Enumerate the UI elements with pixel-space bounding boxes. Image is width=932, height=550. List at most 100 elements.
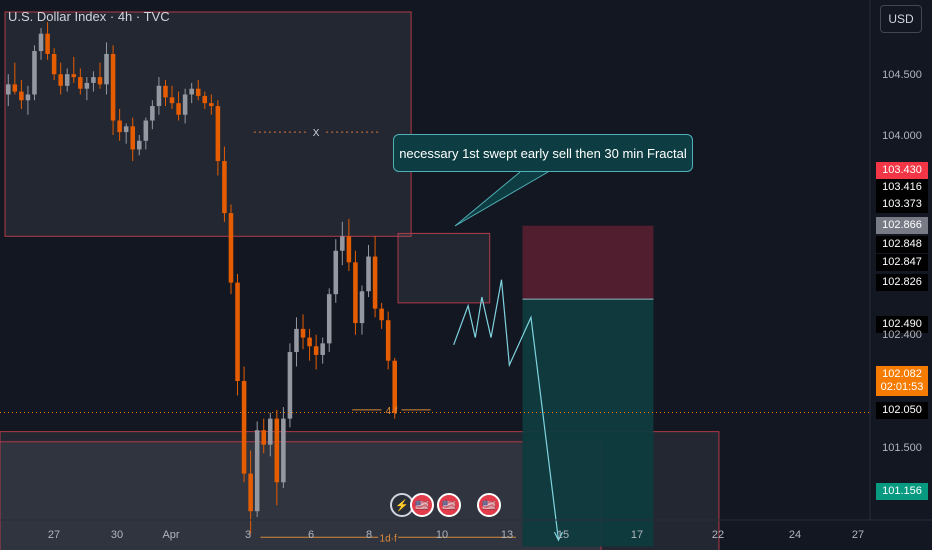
candle-body [340, 236, 345, 251]
candle-body [117, 120, 122, 133]
price-value: 102.082 [882, 368, 922, 380]
time-axis-label: 15 [557, 529, 569, 541]
time-axis-label: 22 [712, 529, 724, 541]
candle-body [6, 84, 11, 95]
candle-body [150, 106, 155, 121]
price-value: 101.500 [882, 442, 922, 454]
candle-body [346, 236, 352, 263]
candle-body [25, 94, 31, 101]
plot-area [0, 0, 870, 520]
symbol-title[interactable]: U.S. Dollar Index · 4h · TVC [8, 9, 170, 24]
us-flag-event-icon[interactable]: 🇺🇸 [477, 493, 501, 517]
candle-body [326, 294, 332, 344]
candle-body [176, 103, 181, 115]
price-label: 102.866 [876, 217, 928, 234]
candle-body [143, 120, 149, 141]
candle-body [38, 33, 44, 52]
candle-body [379, 308, 384, 321]
time-axis-label: 27 [48, 529, 60, 541]
price-value: 102.490 [882, 318, 922, 330]
candle-body [123, 126, 129, 133]
price-value: 102.848 [882, 238, 922, 250]
us-flag-event-icon[interactable]: 🇺🇸 [410, 493, 434, 517]
price-label: 101.156 [876, 483, 928, 500]
price-value: 104.000 [882, 130, 922, 142]
candle-body [222, 161, 227, 214]
price-value: 102.866 [882, 219, 922, 231]
candle-body [333, 250, 339, 295]
projection-arrowhead [553, 531, 564, 542]
candle-body [215, 106, 221, 162]
supply-demand-zone [397, 232, 491, 304]
candle-body [385, 320, 391, 361]
candle-body [241, 380, 247, 474]
price-value: 103.430 [882, 164, 922, 176]
bar-countdown: 02:01:53 [880, 381, 924, 393]
price-value: 102.400 [882, 329, 922, 341]
candle-body [163, 85, 168, 98]
price-label: 102.082 02:01:53 [876, 366, 928, 396]
trade-note-callout[interactable]: necessary 1st swept early sell then 30 m… [393, 134, 693, 172]
candle-body [209, 103, 214, 107]
level-label: 1d·f [380, 533, 397, 544]
price-label: 102.848 [876, 236, 928, 253]
candle-body [294, 328, 299, 353]
price-label: 103.416 [876, 179, 928, 196]
candle-body [254, 430, 260, 512]
price-label: 101.500 [876, 440, 928, 457]
candle-body [58, 74, 63, 86]
projection-path [453, 279, 560, 541]
time-axis-label: 30 [111, 529, 123, 541]
time-axis-label: 24 [789, 529, 801, 541]
candle-body [169, 97, 175, 104]
candle-body [97, 77, 103, 85]
candle-body [202, 95, 208, 104]
price-label: 102.490 [876, 316, 928, 333]
candle-body [228, 213, 234, 283]
candle-body [19, 91, 24, 101]
candle-body [392, 360, 397, 413]
price-value: 101.156 [882, 485, 922, 497]
candle-body [78, 77, 83, 89]
price-label: 104.000 [876, 128, 928, 145]
price-label: 102.050 [876, 402, 928, 419]
candle-body [189, 88, 194, 95]
level-label: X [313, 128, 320, 139]
supply-demand-zone [0, 441, 602, 550]
time-axis-label: Apr [162, 529, 179, 541]
price-label: 103.430 [876, 162, 928, 179]
time-axis-label: 10 [436, 529, 448, 541]
candle-body [320, 343, 325, 355]
us-flag-event-icon[interactable]: 🇺🇸 [437, 493, 461, 517]
price-label: 102.826 [876, 274, 928, 291]
time-axis-label: 27 [852, 529, 864, 541]
candle-body [281, 418, 286, 483]
time-axis-label: 17 [631, 529, 643, 541]
candle-body [32, 51, 37, 95]
candle-body [84, 82, 90, 89]
currency-button[interactable]: USD [880, 5, 922, 33]
candle-body [182, 94, 188, 115]
price-value: 104.500 [882, 69, 922, 81]
candle-body [313, 346, 319, 355]
candle-body [372, 256, 378, 309]
candle-body [248, 473, 253, 512]
candle-body [12, 84, 18, 92]
price-label: 102.847 [876, 254, 928, 271]
candle-body [71, 74, 77, 78]
candle-body [366, 256, 371, 292]
candle-body [307, 337, 312, 347]
candle-body [287, 352, 293, 419]
take-profit-zone [522, 299, 654, 547]
candle-body [156, 85, 162, 107]
price-label: 104.500 [876, 67, 928, 84]
stop-loss-zone [522, 225, 654, 300]
time-axis-label: 3 [245, 529, 251, 541]
candle-body [91, 77, 96, 83]
candle-body [300, 328, 306, 338]
price-label: 103.373 [876, 196, 928, 213]
candle-body [261, 430, 266, 445]
candle-body [268, 418, 273, 445]
candle-body [274, 418, 280, 483]
